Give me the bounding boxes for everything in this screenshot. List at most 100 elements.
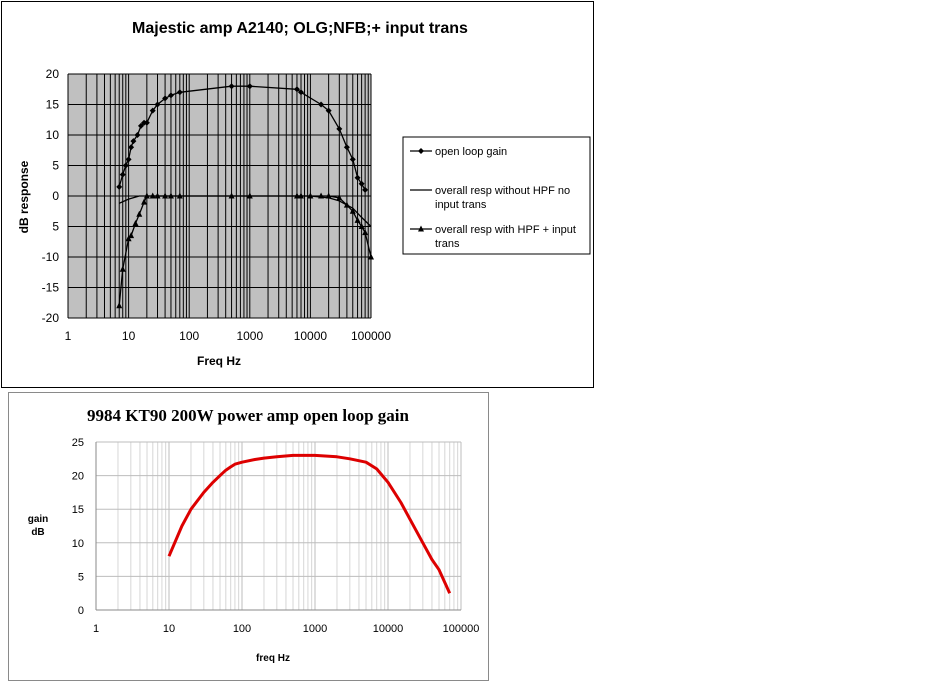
data-point-triangle	[325, 192, 332, 199]
data-point-diamond	[318, 101, 325, 108]
x-tick-label: 10000	[373, 623, 404, 635]
y-tick-label: 0	[78, 605, 84, 617]
data-point-triangle	[167, 192, 174, 199]
data-point-diamond	[130, 138, 137, 145]
data-point-diamond	[336, 125, 343, 132]
legend: open loop gain overall resp without HPF n…	[402, 136, 591, 255]
data-point-diamond	[143, 119, 150, 126]
x-tick-label: 1	[65, 329, 72, 343]
data-point-diamond	[154, 101, 161, 108]
chart-panel-majestic: Majestic amp A2140; OLG;NFB;+ input tran…	[1, 1, 594, 388]
y-tick-label: 15	[72, 504, 84, 516]
data-point-diamond	[116, 183, 123, 190]
data-point-diamond	[293, 86, 300, 93]
gridlines	[67, 73, 372, 319]
data-point-triangle	[307, 192, 314, 199]
data-point-diamond	[362, 186, 369, 193]
y-tick-label: 20	[46, 67, 60, 81]
tick-labels: 1 10 100 1000 10000 100000 25 20 15 10 5 0	[72, 437, 480, 635]
y-tick-label: 25	[72, 437, 84, 449]
series-line-1	[167, 453, 452, 594]
data-point-triangle	[246, 192, 253, 199]
y-tick-label: -10	[42, 250, 60, 264]
data-point-diamond	[298, 89, 305, 96]
chart-panel-kt90: 9984 KT90 200W power amp open loop gain …	[8, 392, 489, 681]
kt90-chart-svg: 9984 KT90 200W power amp open loop gain …	[28, 406, 480, 664]
data-point-diamond	[246, 83, 253, 90]
data-point-diamond	[149, 107, 156, 114]
x-tick-label: 10000	[294, 329, 328, 343]
data-point-triangle	[136, 210, 143, 217]
y-tick-label: 10	[46, 128, 60, 142]
x-tick-label: 1	[93, 623, 99, 635]
gridlines	[95, 441, 462, 611]
y-axis-label-line2: dB	[31, 527, 44, 538]
data-point-triangle	[116, 302, 123, 309]
data-point-diamond	[358, 180, 365, 187]
data-point-triangle	[343, 201, 350, 208]
y-tick-label: 0	[52, 189, 59, 203]
data-point-triangle	[228, 192, 235, 199]
data-point-diamond	[343, 144, 350, 151]
y-tick-label: 5	[52, 220, 59, 234]
y-tick-label: 5	[52, 159, 59, 173]
tick-labels: 1 10 100 1000 10000 100000 20 15 10 5 0 5 -10 -15 -20	[42, 67, 392, 343]
data-point-diamond	[119, 171, 126, 178]
x-tick-label: 100000	[443, 623, 480, 635]
x-tick-label: 1000	[236, 329, 263, 343]
data-point-diamond	[228, 83, 235, 90]
x-tick-label: 100	[233, 623, 251, 635]
data-point-diamond	[325, 107, 332, 114]
legend-label-2: overall resp without HPF no input trans	[435, 185, 570, 211]
legend-label-3: overall resp with HPF + input trans	[435, 224, 576, 250]
data-point-triangle	[128, 232, 135, 239]
data-point-diamond	[122, 162, 129, 169]
data-point-triangle	[362, 229, 369, 236]
data-point-triangle	[354, 216, 361, 223]
data-point-triangle	[154, 192, 161, 199]
data-point-triangle	[336, 194, 343, 201]
y-tick-label: -15	[42, 281, 60, 295]
x-tick-label: 10	[122, 329, 136, 343]
data-point-diamond	[354, 174, 361, 181]
data-point-diamond	[137, 122, 144, 129]
chart-title: 9984 KT90 200W power amp open loop gain	[87, 406, 409, 425]
data-point-triangle	[293, 192, 300, 199]
x-axis-label: freq Hz	[256, 653, 290, 664]
data-point-triangle	[132, 219, 139, 226]
data-point-triangle	[368, 253, 374, 260]
data-point-diamond	[162, 95, 169, 102]
data-point-triangle	[358, 223, 365, 229]
y-tick-label: 20	[72, 471, 84, 483]
y-tick-label: -20	[42, 311, 60, 325]
data-point-triangle	[125, 235, 132, 242]
x-tick-label: 100	[179, 329, 199, 343]
data-point-triangle	[149, 192, 156, 199]
x-tick-label: 10	[163, 623, 175, 635]
data-point-triangle	[119, 265, 126, 272]
data-point-triangle	[162, 192, 169, 199]
data-series	[167, 453, 452, 594]
y-tick-label: 15	[46, 98, 60, 112]
y-tick-label: 10	[72, 538, 84, 550]
legend-marker-triangle	[418, 225, 424, 232]
legend-label-1: open loop gain	[435, 146, 507, 158]
x-tick-label: 1000	[303, 623, 327, 635]
data-point-triangle	[143, 192, 150, 199]
data-point-diamond	[167, 92, 174, 99]
data-point-triangle	[318, 192, 325, 199]
y-tick-label: 5	[78, 571, 84, 583]
data-point-diamond	[125, 156, 132, 163]
legend-box	[402, 136, 591, 255]
y-axis-label-line1: gain	[28, 514, 49, 525]
x-tick-label: 100000	[351, 329, 391, 343]
data-point-triangle	[298, 192, 305, 199]
data-point-diamond	[128, 144, 135, 151]
data-series	[116, 83, 374, 309]
data-point-triangle	[176, 192, 183, 199]
data-point-diamond	[349, 156, 356, 163]
data-point-diamond	[176, 89, 183, 96]
majestic-chart-svg: Majestic amp A2140; OLG;NFB;+ input tran…	[17, 20, 591, 368]
legend-marker-diamond	[418, 148, 424, 154]
data-point-triangle	[141, 198, 148, 205]
